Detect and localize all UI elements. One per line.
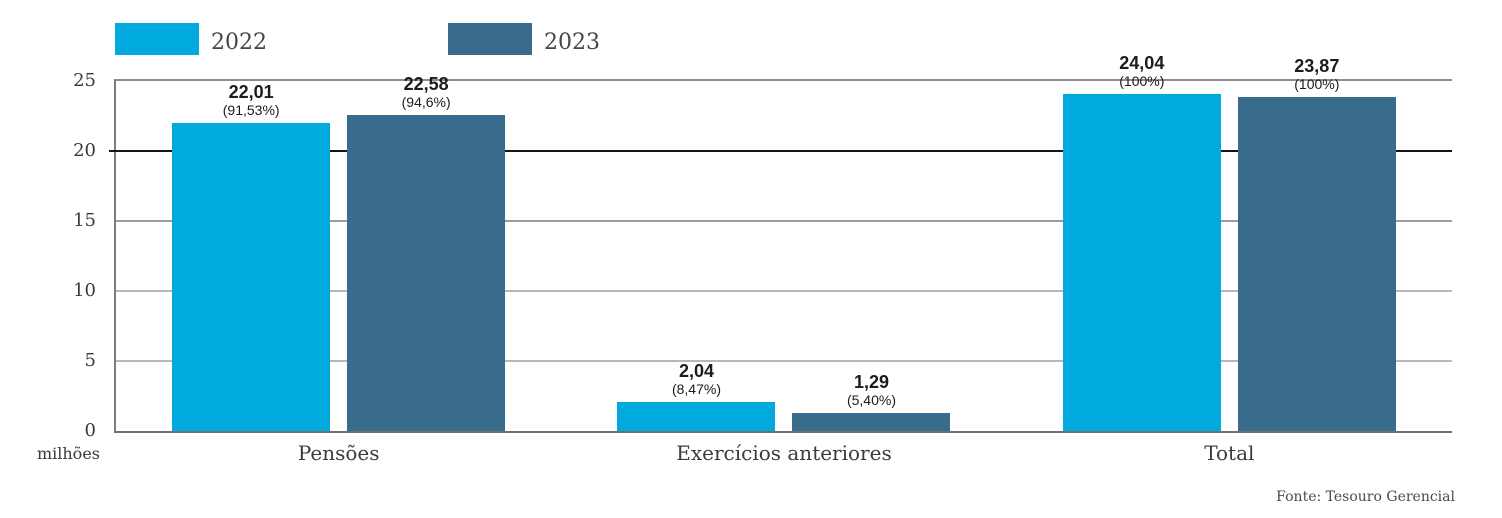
gridline-20 (109, 150, 1452, 152)
bar-percentage: (5,40%) (846, 391, 896, 408)
legend-label-2023: 2023 (544, 29, 600, 55)
bar-label-2022-exercicios-anteriores: 2,04 (8,47%) (672, 361, 721, 397)
bar-percentage: (100%) (1294, 75, 1340, 92)
category-label-total: Total (1204, 441, 1255, 465)
category-label-pensoes: Pensões (297, 441, 380, 465)
source-note: Fonte: Tesouro Gerencial (1276, 489, 1455, 505)
bar-percentage: (8,47%) (671, 381, 721, 398)
bar-label-2022-total: 24,04 (100%) (1119, 53, 1164, 89)
bar-value: 24,04 (1119, 53, 1165, 74)
bar-2022-total: 24,04 (100%) (1062, 53, 1221, 431)
legend-swatch-2022-icon (115, 23, 199, 55)
bar-percentage: (91,53%) (222, 101, 280, 118)
bar-label-2023-exercicios-anteriores: 1,29 (5,40%) (847, 372, 896, 408)
legend-label-2022: 2022 (211, 29, 267, 55)
y-tick-25: 25 (73, 70, 96, 91)
bar-2023-exercicios-anteriores: 1,29 (5,40%) (792, 372, 951, 431)
axis-unit-label: milhões (36, 444, 100, 463)
legend: 2022 2023 (0, 0, 1502, 70)
bar-percentage: (94,6%) (401, 93, 451, 110)
gridline-5 (116, 360, 1452, 362)
category-label-exercicios-anteriores: Exercícios anteriores (676, 441, 892, 465)
legend-item-2022: 2022 (115, 23, 267, 55)
plot-area: 22,01 (91,53%) 22,58 (94,6%) 2,04 (8,47%) 1,29… (109, 53, 1452, 433)
bar-2022-pensoes: 22,01 (91,53%) (172, 82, 331, 431)
bar-group-pensoes: 22,01 (91,53%) 22,58 (94,6%) (116, 74, 561, 431)
gridline-10 (116, 290, 1452, 292)
y-tick-10: 10 (73, 280, 96, 301)
y-tick-15: 15 (73, 210, 96, 231)
bar-2023-total: 23,87 (100%) (1237, 56, 1396, 431)
bar-2022-exercicios-anteriores: 2,04 (8,47%) (617, 361, 776, 431)
bar-value: 23,87 (1294, 55, 1340, 76)
bar-value: 22,58 (403, 73, 449, 94)
bar-group-exercicios-anteriores: 2,04 (8,47%) 1,29 (5,40%) (561, 81, 1006, 431)
legend-item-2023: 2023 (448, 23, 600, 55)
bar-value: 2,04 (678, 361, 714, 382)
y-tick-0: 0 (84, 420, 96, 441)
bar-group-total: 24,04 (100%) 23,87 (100%) (1007, 53, 1452, 431)
bar-label-2022-pensoes: 22,01 (91,53%) (223, 82, 280, 118)
bar-percentage: (100%) (1119, 73, 1165, 90)
bar-label-2023-total: 23,87 (100%) (1294, 56, 1339, 92)
y-tick-5: 5 (84, 350, 96, 371)
bar-label-2023-pensoes: 22,58 (94,6%) (402, 74, 451, 110)
bar-value: 1,29 (853, 371, 889, 392)
legend-swatch-2023-icon (448, 23, 532, 55)
bar-value: 22,01 (228, 81, 274, 102)
bar-2023-pensoes: 22,58 (94,6%) (347, 74, 506, 431)
gridline-15 (116, 220, 1452, 222)
y-tick-20: 20 (73, 140, 96, 161)
